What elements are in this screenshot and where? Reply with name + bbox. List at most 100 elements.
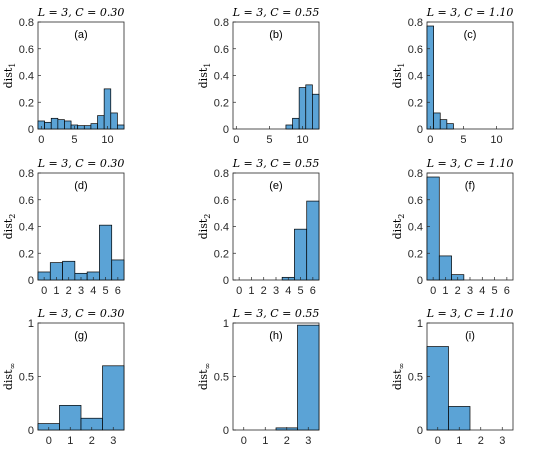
y-tick-label: 0.2 <box>214 248 229 260</box>
x-tick-label: 5 <box>103 285 109 297</box>
x-tick-label: 0 <box>236 285 242 297</box>
y-axis-label-subscript: 2 <box>397 214 406 219</box>
panel-a: 0 5 10 0 0.2 0.4 0.6 0.8L = 3, C = 0.30 (a) dist1 <box>2 6 125 146</box>
y-tick-label: 0 <box>417 124 423 136</box>
y-tick-label: 0 <box>417 275 423 287</box>
bar <box>433 112 441 130</box>
x-tick-label: 4 <box>479 285 485 297</box>
y-tick-label: 0.2 <box>214 97 229 109</box>
panel-b: 0 5 10 0 0.2 0.4 0.6 0.8L = 3, C = 0.55 (b) dist1 <box>197 6 320 146</box>
y-axis-label: dist1 <box>2 63 17 89</box>
panel-e: 0 1 2 3 4 5 600.20.40.60.8L = 3, C = 0.55(e)di… <box>197 157 320 297</box>
y-axis-label: dist∞ <box>2 363 17 390</box>
x-tick-label: 0 <box>430 285 436 297</box>
y-axis-label-main: dist <box>2 67 15 88</box>
y-tick-label: 0 <box>28 425 34 437</box>
y-axis-label: dist1 <box>391 63 406 89</box>
y-tick-label: 0.2 <box>19 97 34 109</box>
bar <box>306 200 320 281</box>
plot-area <box>426 21 514 130</box>
bar <box>44 121 52 130</box>
y-tick-label: 0.5 <box>214 372 229 384</box>
x-tick-label: 2 <box>455 285 461 297</box>
bar <box>448 406 471 431</box>
y-tick-label: 0.2 <box>408 248 423 260</box>
panel-h: 0 1 2 300.51L = 3, C = 0.55(h)dist∞ <box>197 307 320 447</box>
bar <box>57 119 65 130</box>
y-tick-label: 0.4 <box>408 71 423 83</box>
y-tick-label: 1 <box>417 318 423 330</box>
bar <box>294 228 308 281</box>
y-tick-label: 0.6 <box>19 44 34 56</box>
y-tick-label: 0 <box>223 425 229 437</box>
x-tick-label: 4 <box>90 285 96 297</box>
y-axis-label-subscript: 2 <box>203 214 212 219</box>
y-axis-label-main: dist <box>391 369 404 390</box>
bar <box>285 124 293 130</box>
y-tick-label: 0.4 <box>19 222 34 234</box>
x-tick-label: 3 <box>78 285 84 297</box>
x-tick-label: 5 <box>298 285 304 297</box>
panel-tag: (c) <box>464 29 477 41</box>
y-tick-label: 0.2 <box>408 97 423 109</box>
y-tick-label: 1 <box>28 318 34 330</box>
panel-title: L = 3, C = 0.55 <box>232 6 320 19</box>
panel-tag: (f) <box>465 180 475 192</box>
x-tick-label: 4 <box>285 285 291 297</box>
y-tick-label: 1 <box>223 318 229 330</box>
bar <box>117 124 125 130</box>
bar <box>292 117 300 130</box>
x-tick-label: 0 <box>427 134 433 146</box>
panel-d: 0 1 2 3 4 5 600.20.40.60.8L = 3, C = 0.30(d)di… <box>2 157 125 297</box>
y-axis-label-subscript: 1 <box>397 63 406 68</box>
bar <box>90 123 98 130</box>
x-tick-label: 6 <box>115 285 121 297</box>
bar <box>50 117 59 130</box>
bar <box>77 125 85 130</box>
panel-i: 0 1 2 300.51L = 3, C = 1.10(i)dist∞ <box>391 307 514 447</box>
y-axis-label: dist2 <box>197 214 212 240</box>
y-axis-label-main: dist <box>197 369 210 390</box>
y-tick-label: 0.5 <box>408 372 423 384</box>
bar <box>312 93 320 130</box>
x-tick-label: 3 <box>110 435 116 447</box>
y-tick-label: 0 <box>223 124 229 136</box>
bar <box>305 84 313 130</box>
y-tick-label: 0.6 <box>214 44 229 56</box>
y-tick-label: 0.8 <box>19 168 34 180</box>
bar <box>426 25 434 130</box>
y-tick-label: 0.8 <box>408 17 423 29</box>
y-tick-label: 0 <box>28 275 34 287</box>
x-tick-label: 0 <box>233 134 239 146</box>
x-tick-label: 0 <box>241 435 247 447</box>
panel-tag: (g) <box>74 330 87 342</box>
y-tick-label: 0.8 <box>408 168 423 180</box>
x-tick-label: 5 <box>266 134 272 146</box>
bar <box>64 120 72 130</box>
x-tick-label: 2 <box>261 285 267 297</box>
y-tick-label: 0.6 <box>408 195 423 207</box>
panel-g: 0 1 2 300.51L = 3, C = 0.30(g)dist∞ <box>2 307 125 447</box>
y-tick-label: 0.4 <box>214 222 229 234</box>
bar <box>298 87 307 130</box>
panel-tag: (a) <box>74 29 87 41</box>
x-tick-label: 3 <box>467 285 473 297</box>
bar <box>426 176 440 281</box>
y-tick-label: 0.4 <box>19 71 34 83</box>
panel-tag: (b) <box>269 29 282 41</box>
y-axis-label-subscript: ∞ <box>397 363 406 370</box>
y-axis-label: dist∞ <box>391 363 406 390</box>
y-tick-label: 0.6 <box>19 195 34 207</box>
bar <box>426 346 449 431</box>
panel-title: L = 3, C = 0.55 <box>232 157 320 170</box>
panel-title: L = 3, C = 0.30 <box>37 307 125 320</box>
x-tick-label: 5 <box>492 285 498 297</box>
bar <box>103 88 112 130</box>
x-tick-label: 2 <box>478 435 484 447</box>
x-tick-label: 10 <box>490 134 502 146</box>
y-tick-label: 0.5 <box>19 372 34 384</box>
y-axis-label: dist∞ <box>197 363 212 390</box>
y-tick-label: 0 <box>28 124 34 136</box>
bar <box>297 324 320 431</box>
